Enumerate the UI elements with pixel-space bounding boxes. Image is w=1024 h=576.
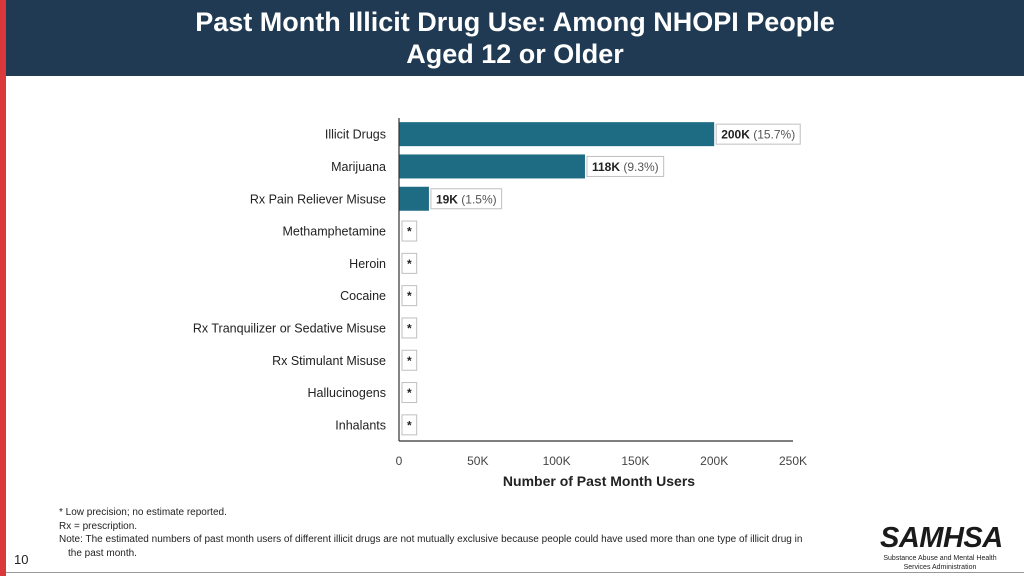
x-tick-label: 50K [467,454,488,468]
data-label: * [407,225,412,239]
category-label: Methamphetamine [282,225,386,239]
samhsa-logo: SAMHSA Substance Abuse and Mental Health… [880,522,1003,572]
category-label: Inhalants [335,418,386,432]
data-label: 200K (15.7%) [721,128,795,142]
data-label: * [407,354,412,368]
footnote-note-cont: the past month. [68,547,137,559]
data-label: * [407,321,412,335]
data-label-box [401,349,418,371]
category-label: Rx Stimulant Misuse [272,354,386,368]
data-label-box [430,188,503,210]
slide-header: Past Month Illicit Drug Use: Among NHOPI… [6,0,1024,76]
category-label: Illicit Drugs [325,128,386,142]
data-label-box [401,220,418,242]
data-label: 118K (9.3%) [592,160,659,174]
bar [399,122,715,147]
footnotes: * Low precision; no estimate reported. R… [59,506,879,560]
data-label-box [401,317,418,339]
logo-subtitle-2: Services Administration [903,564,977,571]
footnote-rx: Rx = prescription. [59,520,138,532]
data-label-box [715,123,801,145]
data-label: 19K (1.5%) [436,192,497,206]
data-label: * [407,418,412,432]
x-tick-label: 0 [396,454,403,468]
x-tick-label: 250K [779,454,807,468]
left-accent-bar [0,0,6,576]
x-tick-label: 100K [543,454,571,468]
bar [399,186,429,211]
footnote-precision: * Low precision; no estimate reported. [59,507,227,518]
data-label-box [401,285,418,307]
data-label-box [401,382,418,404]
slide-title-line2: Aged 12 or Older [406,39,624,69]
slide-title-line1: Past Month Illicit Drug Use: Among NHOPI… [195,7,835,37]
x-axis-title: Number of Past Month Users [503,473,695,489]
bar [399,154,585,179]
category-label: Rx Tranquilizer or Sedative Misuse [193,321,386,335]
bottom-divider [6,572,1024,573]
category-label: Heroin [349,257,386,271]
x-tick-label: 200K [700,454,728,468]
category-label: Hallucinogens [307,386,386,400]
x-tick-label: 150K [621,454,649,468]
logo-wordmark: SAMHSA [880,522,1003,554]
category-label: Cocaine [340,289,386,303]
data-label: * [407,386,412,400]
page-number: 10 [14,552,29,567]
data-label: * [407,289,412,303]
data-label-box [401,414,418,436]
logo-subtitle-1: Substance Abuse and Mental Health [883,555,997,562]
footnote-note: Note: The estimated numbers of past mont… [59,534,803,545]
data-label: * [407,257,412,271]
category-label: Marijuana [331,160,386,174]
data-label-box [401,252,418,274]
category-label: Rx Pain Reliever Misuse [250,192,386,206]
data-label-box [586,155,665,177]
